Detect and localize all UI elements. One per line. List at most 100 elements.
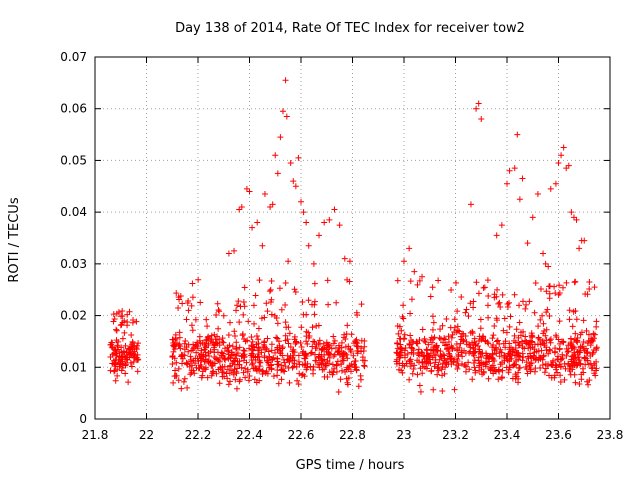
data-point: [407, 358, 414, 365]
data-point: [516, 342, 523, 349]
data-point: [430, 335, 437, 342]
data-point: [590, 349, 597, 356]
data-point: [451, 316, 458, 323]
data-point: [181, 346, 188, 353]
data-point: [241, 353, 248, 360]
data-point: [552, 332, 559, 339]
data-point: [240, 299, 247, 306]
data-point: [511, 352, 518, 359]
data-point: [218, 352, 225, 359]
data-point: [401, 331, 408, 338]
data-point: [249, 224, 256, 231]
data-point: [428, 368, 435, 375]
data-point: [118, 321, 125, 328]
data-point: [302, 361, 309, 368]
data-point: [197, 299, 204, 306]
data-point: [240, 369, 247, 376]
data-point: [212, 355, 219, 362]
data-point: [250, 302, 257, 309]
data-point: [176, 334, 183, 341]
data-point: [300, 209, 307, 216]
data-point: [285, 340, 292, 347]
data-point: [216, 342, 223, 349]
data-point: [454, 357, 461, 364]
data-point: [504, 301, 511, 308]
data-point: [108, 341, 115, 348]
data-point: [231, 358, 238, 365]
data-point: [213, 311, 220, 318]
data-point: [499, 291, 506, 298]
data-point: [479, 371, 486, 378]
data-point: [580, 345, 587, 352]
data-point: [269, 355, 276, 362]
data-point: [500, 327, 507, 334]
data-point: [572, 308, 579, 315]
data-point: [561, 360, 568, 367]
data-point: [470, 352, 477, 359]
data-point: [542, 365, 549, 372]
data-point: [335, 342, 342, 349]
data-point: [493, 293, 500, 300]
data-point: [540, 320, 547, 327]
y-tick-label: 0.04: [60, 205, 87, 219]
data-point: [248, 342, 255, 349]
data-point: [573, 337, 580, 344]
data-point: [175, 365, 182, 372]
data-point: [225, 381, 232, 388]
data-point: [563, 165, 570, 172]
data-point: [499, 367, 506, 374]
data-point: [297, 339, 304, 346]
data-point: [340, 355, 347, 362]
data-point: [540, 250, 547, 257]
data-point: [523, 359, 530, 366]
data-point: [515, 350, 522, 357]
data-point: [477, 325, 484, 332]
data-point: [511, 332, 518, 339]
data-point: [231, 351, 238, 358]
data-point: [484, 277, 491, 284]
data-point: [315, 322, 322, 329]
data-point: [309, 324, 316, 331]
data-point: [396, 354, 403, 361]
data-point: [437, 326, 444, 333]
data-point: [473, 105, 480, 112]
data-point: [573, 316, 580, 323]
data-point: [274, 367, 281, 374]
data-point: [169, 360, 176, 367]
data-point: [475, 100, 482, 107]
data-point: [555, 160, 562, 167]
data-point: [516, 353, 523, 360]
data-point: [178, 385, 185, 392]
data-point: [462, 368, 469, 375]
data-point: [205, 353, 212, 360]
data-point: [450, 359, 457, 366]
data-point: [261, 354, 268, 361]
data-point: [423, 346, 430, 353]
data-point: [512, 345, 519, 352]
data-point: [463, 306, 470, 313]
data-point: [537, 316, 544, 323]
data-point: [429, 326, 436, 333]
data-point: [406, 245, 413, 252]
data-point: [246, 372, 253, 379]
data-point: [278, 306, 285, 313]
x-tick-label: 21.8: [82, 428, 109, 442]
data-point: [204, 374, 211, 381]
data-point: [225, 355, 232, 362]
data-point: [272, 349, 279, 356]
data-point: [453, 341, 460, 348]
data-point: [256, 277, 263, 284]
data-point: [491, 367, 498, 374]
data-point: [112, 356, 119, 363]
data-point: [225, 332, 232, 339]
data-point: [225, 250, 232, 257]
data-point: [266, 364, 273, 371]
data-point: [189, 327, 196, 334]
data-point: [249, 346, 256, 353]
data-point: [293, 363, 300, 370]
data-point: [265, 348, 272, 355]
data-point: [561, 376, 568, 383]
data-point: [556, 340, 563, 347]
data-point: [361, 362, 368, 369]
x-axis-ticks: 21.8 22 22.2 22.4 22.6 22.8 23 23.2 23.4 23.6 23.8: [82, 57, 623, 442]
